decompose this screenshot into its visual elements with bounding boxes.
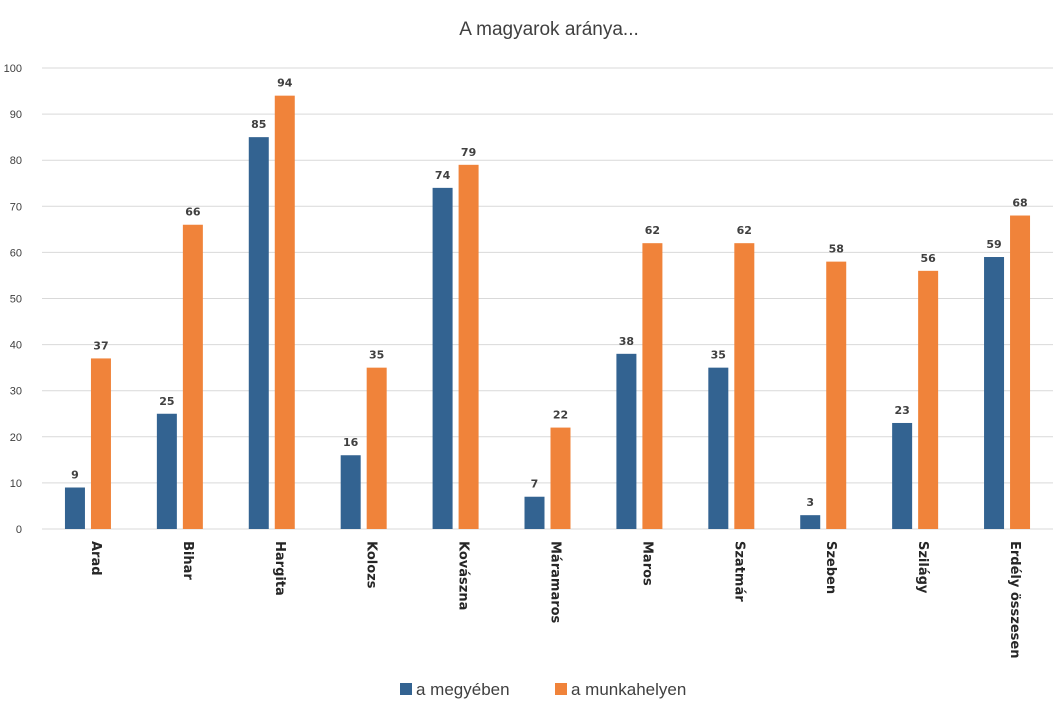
chart-title: A magyarok aránya... <box>459 19 639 40</box>
data-label: 59 <box>986 238 1001 251</box>
bar-munkahelyen <box>90 358 111 529</box>
data-labels: 9 37 25 66 85 94 16 35 74 79 7 22 38 62 35 62 3 58 23 56 59 6… <box>71 77 1028 510</box>
data-label: 38 <box>619 335 634 348</box>
legend: a megyében a munkahelyen <box>400 680 686 699</box>
bar-munkahelyen <box>734 243 755 529</box>
data-label: 35 <box>369 349 384 362</box>
gridlines <box>42 67 1053 530</box>
data-label: 58 <box>829 243 844 256</box>
data-label: 22 <box>553 409 568 422</box>
data-label: 37 <box>93 339 108 352</box>
bar-munkahelyen <box>1010 215 1031 529</box>
y-tick-label: 10 <box>10 478 22 490</box>
x-tick-label: Kovászna <box>456 541 471 610</box>
x-tick-label: Kolozs <box>364 541 379 589</box>
data-label: 62 <box>645 224 660 237</box>
bar-megyeben <box>340 455 361 529</box>
bar-megyeben <box>708 367 729 529</box>
x-tick-label: Maros <box>639 541 654 586</box>
data-label: 25 <box>159 395 174 408</box>
bar-munkahelyen <box>642 243 663 529</box>
x-axis-ticks: Arad Bihar Hargita Kolozs Kovászna Máramaros M… <box>88 541 1022 658</box>
y-tick-label: 20 <box>10 432 22 444</box>
bar-megyeben <box>64 487 85 529</box>
bar-megyeben <box>248 137 269 529</box>
x-tick-label: Hargita <box>272 541 287 596</box>
bar-munkahelyen <box>826 261 847 529</box>
y-tick-label: 70 <box>10 201 22 213</box>
data-label: 35 <box>711 349 726 362</box>
data-label: 7 <box>531 478 539 491</box>
y-tick-label: 100 <box>4 63 22 75</box>
x-tick-label: Máramaros <box>548 541 563 624</box>
legend-swatch <box>555 683 567 695</box>
bar-munkahelyen <box>366 367 387 529</box>
data-label: 66 <box>185 206 201 219</box>
x-tick-label: Bihar <box>180 541 195 580</box>
data-label: 85 <box>251 118 266 131</box>
y-tick-label: 50 <box>10 294 22 306</box>
y-tick-label: 80 <box>10 155 22 167</box>
bar-megyeben <box>156 413 177 529</box>
bar-megyeben <box>432 187 453 530</box>
data-label: 79 <box>461 146 476 159</box>
data-label: 68 <box>1012 197 1027 210</box>
legend-label: a munkahelyen <box>571 680 686 699</box>
y-tick-label: 60 <box>10 247 22 259</box>
data-label: 56 <box>920 252 936 265</box>
data-label: 23 <box>894 404 909 417</box>
y-tick-label: 40 <box>10 340 22 352</box>
bar-munkahelyen <box>274 95 295 529</box>
x-tick-label: Szatmár <box>731 541 746 602</box>
data-label: 16 <box>343 436 359 449</box>
x-tick-label: Szeben <box>823 541 838 594</box>
y-tick-label: 0 <box>16 524 22 536</box>
bar-munkahelyen <box>550 427 571 529</box>
bar-munkahelyen <box>182 224 203 530</box>
data-label: 3 <box>806 496 814 509</box>
x-tick-label: Arad <box>88 541 103 576</box>
y-axis-ticks: 0 10 20 30 40 50 60 70 80 90 100 <box>4 63 22 536</box>
bar-megyeben <box>800 515 821 529</box>
bar-megyeben <box>616 353 637 529</box>
data-label: 9 <box>71 469 79 482</box>
bar-munkahelyen <box>458 164 479 529</box>
data-label: 94 <box>277 77 293 90</box>
legend-label: a megyében <box>416 680 510 699</box>
bar-megyeben <box>892 422 913 529</box>
bar-megyeben <box>984 257 1005 529</box>
bar-megyeben <box>524 496 545 529</box>
x-tick-label: Erdély összesen <box>1007 541 1022 658</box>
bars <box>64 95 1031 530</box>
legend-swatch <box>400 683 412 695</box>
bar-munkahelyen <box>918 270 939 529</box>
y-tick-label: 90 <box>10 109 22 121</box>
data-label: 74 <box>435 169 451 182</box>
y-tick-label: 30 <box>10 386 22 398</box>
data-label: 62 <box>737 224 752 237</box>
x-tick-label: Szilágy <box>915 541 930 594</box>
